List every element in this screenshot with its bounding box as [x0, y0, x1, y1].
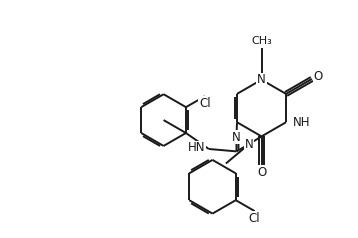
Text: Cl: Cl — [249, 212, 261, 225]
Text: O: O — [314, 70, 323, 83]
Text: CH₃: CH₃ — [251, 36, 272, 46]
Text: O: O — [257, 166, 266, 179]
Text: NH: NH — [292, 116, 310, 129]
Text: HN: HN — [188, 141, 205, 154]
Text: N: N — [257, 73, 266, 86]
Text: N: N — [232, 131, 241, 144]
Text: Cl: Cl — [199, 97, 211, 110]
Text: N: N — [245, 138, 253, 151]
